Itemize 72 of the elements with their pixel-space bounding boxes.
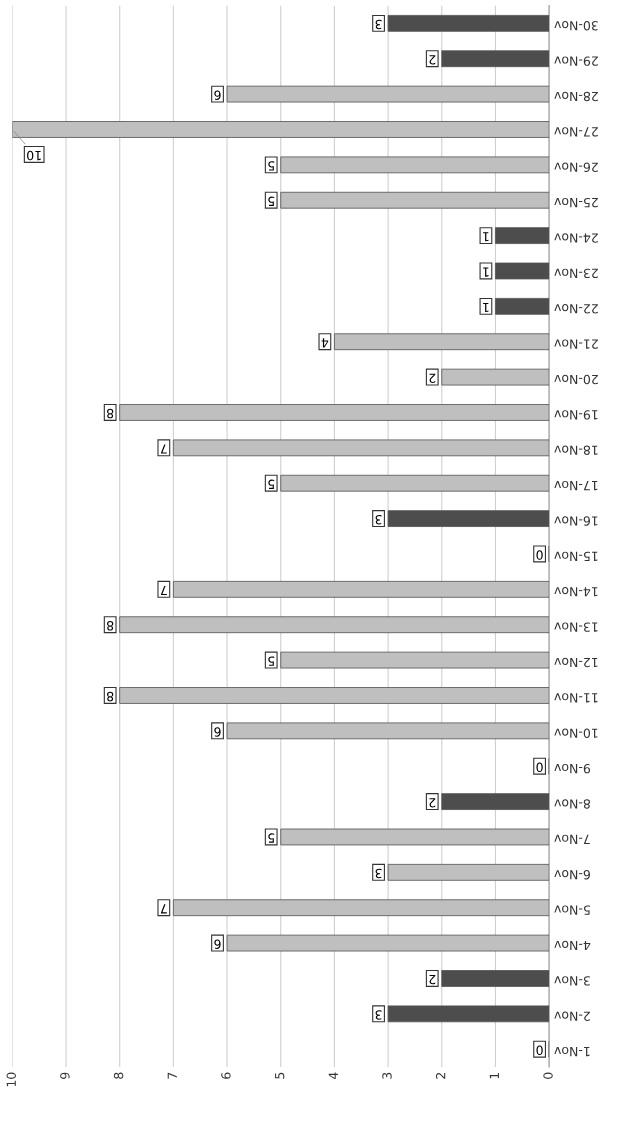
y-tick-label: 16-Nov — [554, 516, 598, 526]
x-tick-label: 10 — [6, 1072, 16, 1087]
y-tick-label: 28-Nov — [554, 91, 598, 102]
data-label: 8 — [107, 691, 114, 702]
x-tick-label: 3 — [382, 1072, 392, 1079]
y-tick-label: 14-Nov — [554, 587, 598, 597]
y-tick-label: 11-Nov — [554, 693, 598, 703]
data-label: 2 — [429, 798, 436, 808]
data-label: 6 — [214, 90, 221, 100]
y-tick-label: 18-Nov — [554, 445, 598, 455]
y-tick-label: 30-Nov — [554, 21, 598, 31]
x-tick-label: 0 — [543, 1072, 553, 1079]
x-tick-label: 8 — [113, 1072, 124, 1079]
y-tick-label: 27-Nov — [554, 127, 598, 137]
data-label: 7 — [160, 904, 167, 914]
y-tick-label: 10-Nov — [554, 728, 598, 738]
data-label: 10 — [27, 150, 41, 161]
y-tick-label: 6-Nov — [554, 870, 590, 880]
y-tick-label: 21-Nov — [554, 339, 598, 349]
data-label: 3 — [375, 868, 382, 879]
y-tick-label: 22-Nov — [554, 304, 598, 314]
x-tick-label: 9 — [60, 1072, 70, 1079]
x-tick-label: 5 — [275, 1072, 285, 1079]
y-tick-label: 12-Nov — [554, 657, 598, 668]
y-tick-label: 1-Nov — [554, 1046, 590, 1057]
x-tick-label: 7 — [167, 1072, 177, 1079]
bar — [12, 121, 550, 138]
data-label: 8 — [107, 408, 114, 419]
data-label: 2 — [429, 975, 436, 985]
y-tick-label: 29-Nov — [554, 56, 598, 66]
data-label: 7 — [160, 585, 167, 596]
y-tick-label: 4-Nov — [554, 940, 591, 951]
y-tick-label: 2-Nov — [554, 1011, 590, 1021]
x-tick-label: 2 — [435, 1073, 446, 1079]
data-label: 2 — [429, 55, 436, 65]
data-label: 4 — [321, 338, 329, 348]
data-label: 6 — [214, 727, 221, 737]
data-label: 3 — [375, 19, 382, 30]
y-tick-label: 5-Nov — [554, 905, 590, 915]
data-label: 5 — [268, 161, 275, 171]
data-label: 3 — [375, 514, 382, 525]
y-tick-label: 15-Nov — [554, 551, 598, 561]
data-label: 2 — [429, 373, 436, 383]
x-tick-label: 1 — [489, 1072, 499, 1079]
data-label: 7 — [160, 444, 167, 454]
data-label: 5 — [268, 833, 275, 843]
data-label: 0 — [536, 1045, 543, 1056]
x-tick-label: 6 — [221, 1072, 231, 1079]
x-tick-label: 4 — [328, 1072, 338, 1080]
y-tick-label: 25-Nov — [554, 197, 598, 208]
y-tick-label: 3-Nov — [554, 976, 590, 986]
y-tick-label: 26-Nov — [554, 162, 598, 172]
y-tick-label: 9-Nov — [554, 763, 591, 774]
data-label: 5 — [268, 479, 275, 489]
data-label: 1 — [483, 232, 489, 242]
y-tick-label: 19-Nov — [554, 410, 598, 420]
y-tick-label: 13-Nov — [554, 622, 598, 632]
y-tick-label: 24-Nov — [554, 233, 598, 243]
data-label: 1 — [483, 302, 489, 313]
data-label: 3 — [375, 1010, 382, 1020]
y-tick-label: 20-Nov — [554, 374, 598, 385]
data-label: 8 — [107, 621, 114, 631]
y-tick-label: 8-Nov — [554, 799, 590, 809]
y-tick-label: 17-Nov — [554, 480, 598, 491]
data-label: 6 — [214, 939, 221, 949]
data-label: 0 — [536, 762, 543, 773]
y-tick-label: 23-Nov — [554, 268, 598, 279]
data-label: 1 — [483, 267, 489, 277]
data-label: 0 — [536, 550, 543, 560]
data-label: 5 — [268, 196, 275, 206]
data-label: 5 — [268, 656, 275, 666]
y-tick-label: 7-Nov — [554, 834, 590, 844]
